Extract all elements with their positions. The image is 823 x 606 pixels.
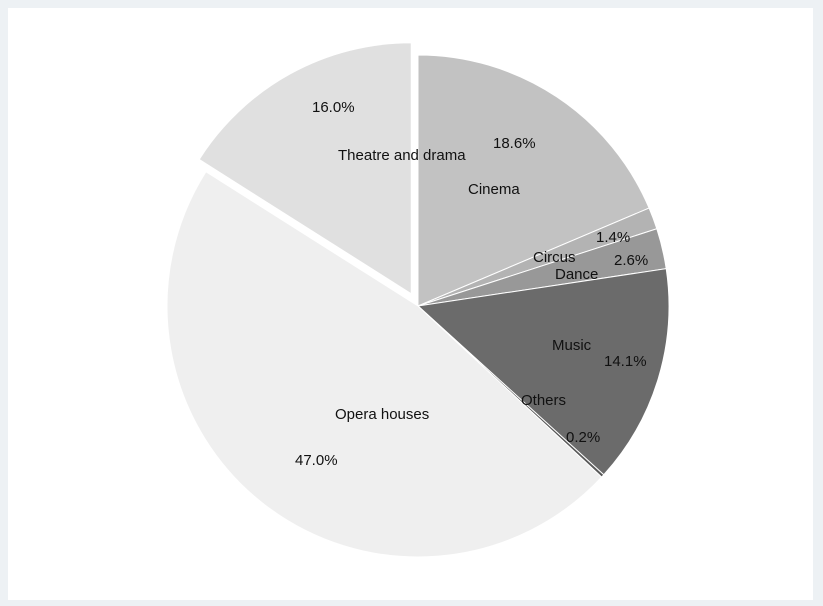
pie-slice-music <box>416 268 670 476</box>
slice-category-label-music: Music <box>552 337 592 354</box>
slice-value-label-dance: 2.6% <box>614 252 648 269</box>
pie-chart: 18.6% Cinema 1.4% Circus 2.6% Dance 14.1% Music… <box>166 42 670 558</box>
slice-value-label-circus: 1.4% <box>596 229 630 246</box>
slice-category-label-theatre-and-drama: Theatre and drama <box>338 147 466 164</box>
slice-value-label-cinema: 18.6% <box>493 135 536 152</box>
slice-category-label-opera-houses: Opera houses <box>335 406 429 423</box>
pie-slice-opera-houses <box>166 171 603 558</box>
slice-category-label-cinema: Cinema <box>468 181 520 198</box>
chart-area: 18.6% Cinema 1.4% Circus 2.6% Dance 14.1% Music… <box>8 8 813 600</box>
slice-value-label-music: 14.1% <box>604 353 647 370</box>
pie-slice-theatre-and-drama <box>198 42 412 295</box>
slice-value-label-others: 0.2% <box>566 429 600 446</box>
slice-category-label-others: Others <box>521 392 566 409</box>
pie-slice-cinema <box>417 54 650 307</box>
slice-category-label-circus: Circus <box>533 249 576 266</box>
slice-value-label-opera-houses: 47.0% <box>295 452 338 469</box>
slice-value-label-theatre-and-drama: 16.0% <box>312 99 355 116</box>
slice-category-label-dance: Dance <box>555 266 598 283</box>
